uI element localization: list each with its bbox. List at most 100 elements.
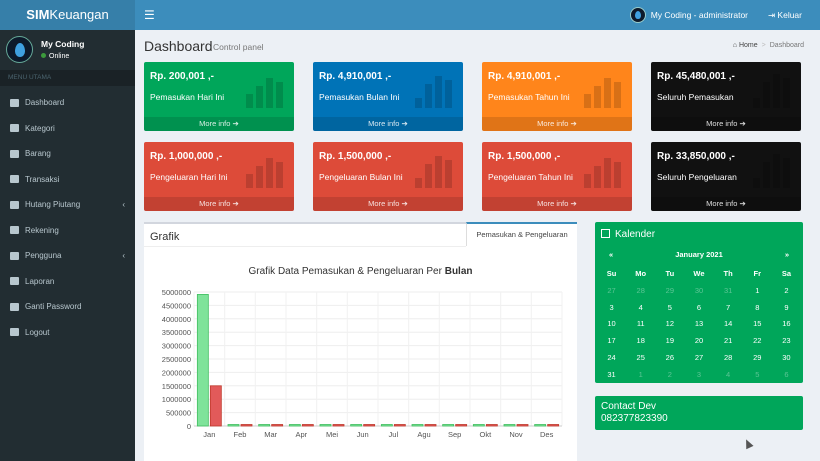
calendar-day[interactable]: 17: [607, 336, 616, 346]
calendar-prev-button[interactable]: «: [609, 250, 614, 259]
y-tick-label: 2000000: [162, 368, 191, 377]
more-info-link[interactable]: More info ➔: [482, 197, 632, 211]
contact-title: Contact Dev: [601, 401, 657, 412]
sidebar-item-label: Rekening: [25, 225, 59, 235]
y-tick-label: 3000000: [162, 342, 191, 351]
x-tick-label: Mar: [264, 430, 277, 439]
calendar-day[interactable]: 10: [607, 319, 616, 329]
calendar-day[interactable]: 4: [638, 302, 643, 312]
bar-pemasukan-feb: [227, 424, 240, 427]
calendar-day[interactable]: 3: [609, 302, 614, 312]
stat-label: Pemasukan Bulan Ini: [319, 92, 400, 102]
calendar-day[interactable]: 25: [636, 352, 645, 362]
breadcrumb-home[interactable]: Home: [738, 42, 758, 49]
more-info-link[interactable]: More info ➔: [651, 117, 801, 131]
report-icon: [10, 277, 19, 286]
calendar-day[interactable]: 2: [784, 285, 789, 295]
sidebar-item-label: Dashboard: [25, 98, 65, 108]
calendar-day[interactable]: 30: [694, 285, 704, 295]
calendar-day[interactable]: 2: [667, 369, 672, 379]
bar-pemasukan-mei: [319, 424, 332, 427]
x-tick-label: Sep: [448, 430, 461, 439]
calendar-day[interactable]: 21: [723, 336, 733, 346]
brand-logo[interactable]: SIMKeuangan: [0, 0, 135, 30]
logout-link[interactable]: ⇥ Keluar: [767, 10, 802, 20]
calendar-day[interactable]: 13: [694, 319, 704, 329]
sidebar-toggle-icon[interactable]: ☰: [144, 8, 155, 22]
calendar-day[interactable]: 8: [755, 302, 760, 312]
bar-pengeluaran-jun: [363, 424, 376, 427]
stat-label: Seluruh Pemasukan: [657, 92, 734, 102]
calendar-day[interactable]: 6: [784, 369, 789, 379]
calendar-day[interactable]: 19: [665, 336, 675, 346]
bar-pengeluaran-jan: [209, 385, 222, 427]
calendar-day[interactable]: 24: [607, 352, 616, 362]
more-info-link[interactable]: More info ➔: [144, 117, 294, 131]
calendar-day[interactable]: 5: [755, 369, 760, 379]
sidebar-item-transaksi[interactable]: Transaksi: [0, 167, 135, 193]
calendar-day[interactable]: 30: [782, 352, 791, 362]
calendar-day[interactable]: 12: [665, 319, 675, 329]
sidebar-item-kategori[interactable]: Kategori: [0, 116, 135, 142]
bar-pengeluaran-sep: [455, 424, 468, 427]
stat-label: Pengeluaran Tahun Ini: [488, 172, 573, 182]
calendar-day[interactable]: 22: [753, 336, 762, 346]
calendar-day[interactable]: 27: [607, 285, 616, 295]
calendar-day[interactable]: 18: [636, 336, 645, 346]
stat-label: Seluruh Pengeluaran: [657, 172, 737, 182]
calendar-day[interactable]: 15: [753, 319, 762, 329]
calendar-day[interactable]: 27: [694, 352, 704, 362]
calendar-day[interactable]: 11: [636, 319, 645, 329]
sidebar-item-hutang-piutang[interactable]: Hutang Piutang ‹: [0, 192, 135, 218]
sidebar-item-rekening[interactable]: Rekening: [0, 218, 135, 244]
more-info-link[interactable]: More info ➔: [482, 117, 632, 131]
bar-chart-icon: [584, 74, 622, 108]
calendar-day[interactable]: 23: [782, 336, 791, 346]
calendar-day[interactable]: 29: [753, 352, 762, 362]
calendar-day[interactable]: 6: [696, 302, 702, 312]
calendar-day[interactable]: 28: [723, 352, 733, 362]
calendar-next-button[interactable]: »: [784, 250, 789, 259]
more-info-link[interactable]: More info ➔: [144, 197, 294, 211]
sidebar-item-barang[interactable]: Barang: [0, 141, 135, 167]
sidebar-item-dashboard[interactable]: Dashboard: [0, 90, 135, 116]
sidebar-item-ganti-password[interactable]: Ganti Password: [0, 294, 135, 320]
more-info-link[interactable]: More info ➔: [651, 197, 801, 211]
calendar-day[interactable]: 4: [726, 369, 731, 379]
calendar-day[interactable]: 14: [723, 319, 733, 329]
user-menu[interactable]: My Coding - administrator: [629, 0, 748, 30]
bar-pengeluaran-mei: [332, 424, 345, 427]
logout-icon: [10, 328, 19, 337]
sidebar-item-pengguna[interactable]: Pengguna ‹: [0, 243, 135, 269]
calendar-month[interactable]: January 2021: [675, 250, 723, 259]
bar-pengeluaran-feb: [240, 424, 253, 427]
calendar-day[interactable]: 3: [696, 369, 702, 379]
calendar-day-header: We: [693, 269, 705, 278]
more-info-link[interactable]: More info ➔: [313, 197, 463, 211]
tab-pemasukan-pengeluaran[interactable]: Pemasukan & Pengeluaran: [466, 222, 577, 246]
calendar-day[interactable]: 9: [784, 302, 789, 312]
calendar-day[interactable]: 7: [726, 302, 731, 312]
bar-chart: 0 500000 1000000 1500000 2000000 2500000 30000…: [162, 288, 563, 439]
calendar-day[interactable]: 26: [665, 352, 675, 362]
calendar-day[interactable]: 29: [665, 285, 675, 295]
calendar-day[interactable]: 31: [607, 369, 616, 379]
sidebar-menu: Dashboard Kategori Barang Transaksi Hutang P…: [0, 90, 135, 345]
more-info-link[interactable]: More info ➔: [313, 117, 463, 131]
calendar-day[interactable]: 16: [782, 319, 791, 329]
x-tick-label: Feb: [234, 430, 247, 439]
calendar-day[interactable]: 31: [723, 285, 733, 295]
calendar-day[interactable]: 1: [638, 369, 643, 379]
x-tick-label: Jun: [357, 430, 369, 439]
breadcrumb-separator: >: [761, 42, 766, 49]
breadcrumb-current: Dashboard: [769, 42, 804, 49]
top-navbar: SIMKeuangan ☰ My Coding - administrator …: [0, 0, 820, 30]
stat-box-pengeluaran-tahun-ini: Rp. 1,500,000 ,- Pengeluaran Tahun Ini Mor…: [482, 142, 632, 211]
y-tick-label: 4500000: [162, 301, 191, 310]
sidebar-item-logout[interactable]: Logout: [0, 320, 135, 346]
calendar-day[interactable]: 1: [755, 285, 760, 295]
calendar-day[interactable]: 20: [694, 336, 704, 346]
sidebar-item-laporan[interactable]: Laporan: [0, 269, 135, 295]
calendar-day[interactable]: 28: [636, 285, 645, 295]
calendar-day[interactable]: 5: [667, 302, 672, 312]
